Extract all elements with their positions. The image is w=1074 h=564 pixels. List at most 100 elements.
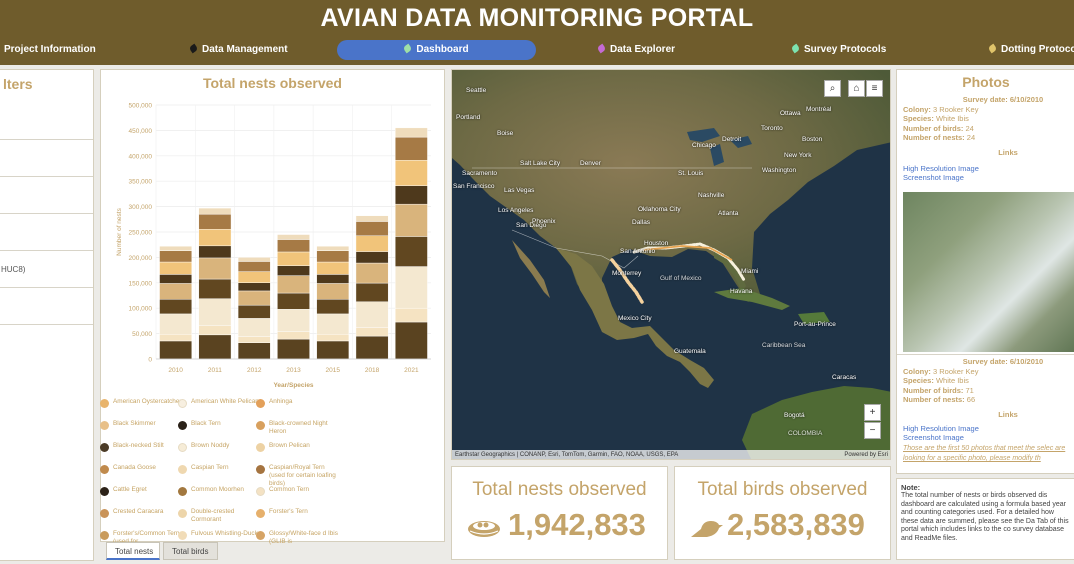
map-label: Oklahoma City xyxy=(638,206,681,213)
powered-by-esri[interactable]: Powered by Esri xyxy=(844,452,888,458)
screenshot-link[interactable]: Screenshot Image xyxy=(903,173,964,182)
bar-segment xyxy=(355,262,389,284)
zoom-in-button[interactable]: + xyxy=(864,404,881,421)
bar-segment xyxy=(316,299,350,315)
legend-swatch xyxy=(100,487,109,496)
high-res-link[interactable]: High Resolution Image xyxy=(903,164,979,173)
bar-segment xyxy=(355,301,389,328)
nav-data-management[interactable]: Data Management xyxy=(188,40,310,60)
map-panel[interactable]: Seattle Portland Boise Sacramento San Fr… xyxy=(451,69,891,460)
nests-value: 24 xyxy=(966,133,976,142)
note-panel: Note: The total number of nests or birds… xyxy=(896,478,1074,560)
nav-data-explorer[interactable]: Data Explorer xyxy=(596,40,708,60)
filter-row[interactable]: HUC8) xyxy=(0,251,93,288)
bar-segment xyxy=(198,213,232,230)
home-icon[interactable]: ⌂ xyxy=(848,80,865,97)
map-label: Nashville xyxy=(698,192,725,199)
map-canvas[interactable] xyxy=(452,70,891,460)
photos-panel: Photos Survey date: 6/10/2010 Colony: 3 … xyxy=(896,69,1074,474)
species-value: White Ibis xyxy=(935,376,969,385)
nav-survey-protocols[interactable]: Survey Protocols xyxy=(790,40,902,60)
kpi-nests-value: 1,942,833 xyxy=(508,507,646,542)
map-label: Portland xyxy=(456,114,481,121)
map-label: Port-au-Prince xyxy=(794,321,836,328)
stacked-bar-chart: 0 50,000 100,000 150,000 200,000 250,000 300,0… xyxy=(116,103,431,389)
note-title: Note: xyxy=(901,483,921,492)
filter-row[interactable] xyxy=(0,214,93,251)
nav-dotting-protocol[interactable]: Dotting Protocol xyxy=(987,40,1074,60)
legend-swatch xyxy=(178,399,187,408)
colony-value: 3 Rooker Key xyxy=(933,104,979,114)
bar-segment xyxy=(237,261,271,272)
y-tick-label: 500,000 xyxy=(129,103,153,110)
links-heading: Links xyxy=(998,147,1018,157)
y-axis-label: Number of nests xyxy=(116,207,123,255)
bar-segment xyxy=(159,250,192,263)
filter-row[interactable] xyxy=(0,102,93,140)
high-res-link[interactable]: High Resolution Image xyxy=(903,424,979,433)
y-tick-label: 50,000 xyxy=(132,331,152,338)
bar-segment xyxy=(237,342,271,360)
filter-row[interactable] xyxy=(0,140,93,177)
filters-panel: lters HUC8) xyxy=(0,69,94,561)
bar-segment xyxy=(395,321,428,360)
kpi-nests-title: Total nests observed xyxy=(472,479,647,500)
species-label: Species: xyxy=(903,114,934,123)
x-tick-label: 2015 xyxy=(326,367,341,374)
main-nav: Project Information Data Management Dash… xyxy=(0,40,1074,60)
bar-segment xyxy=(198,229,232,247)
survey-photo[interactable] xyxy=(903,192,1074,352)
legend-label: Common Moorhen xyxy=(191,486,244,493)
legend-swatch xyxy=(100,443,109,452)
zoom-out-button[interactable]: − xyxy=(864,422,881,439)
map-label: Caribbean Sea xyxy=(762,342,806,349)
feather-icon xyxy=(596,43,607,54)
species-label: Species: xyxy=(903,376,934,385)
search-icon[interactable]: ⌕ xyxy=(824,80,841,97)
bar-segment xyxy=(395,236,428,267)
legend-swatch xyxy=(178,531,187,540)
filter-row[interactable] xyxy=(0,288,93,325)
bar-segment xyxy=(316,340,350,360)
bar-segment xyxy=(316,333,350,342)
layers-icon[interactable]: ≡ xyxy=(866,80,883,97)
nav-dashboard[interactable]: Dashboard xyxy=(337,40,536,60)
nav-project-information[interactable]: Project Information xyxy=(4,40,124,60)
map-label: Miami xyxy=(741,268,759,275)
bar-segment xyxy=(316,261,350,275)
legend-label: Canada Goose xyxy=(113,464,156,471)
legend-label: Forster's Tern xyxy=(269,508,308,515)
screenshot-link[interactable]: Screenshot Image xyxy=(903,433,964,442)
map-label: St. Louis xyxy=(678,170,704,177)
bar-segment xyxy=(198,278,232,299)
bar-segment xyxy=(355,251,389,264)
bar-segment xyxy=(198,325,232,336)
legend-swatch xyxy=(256,399,265,408)
legend-swatch xyxy=(256,509,265,518)
legend-label: Forster's/Common Tern (used for xyxy=(113,530,180,545)
map-label: Boise xyxy=(497,130,514,137)
chart-title: Total nests observed xyxy=(202,75,342,91)
legend-label: Black-necked Stilt xyxy=(113,442,164,449)
chart-panel: Total nests observed 0 50,000 100,000 150,0… xyxy=(100,69,445,542)
bar-segment xyxy=(316,313,350,335)
bar-segment xyxy=(395,266,428,309)
tab-total-nests[interactable]: Total nests xyxy=(106,542,160,560)
nests-value: 66 xyxy=(966,395,976,404)
bar-segment xyxy=(198,207,232,215)
map-label: Guatemala xyxy=(674,348,706,355)
bar-segment xyxy=(355,282,389,302)
app-header: AVIAN DATA MONITORING PORTAL Project Inf… xyxy=(0,0,1074,65)
bar-segment xyxy=(277,275,310,294)
filter-row[interactable] xyxy=(0,177,93,214)
tab-total-birds[interactable]: Total birds xyxy=(163,542,218,560)
kpi-birds-title: Total birds observed xyxy=(697,479,868,500)
feather-icon xyxy=(987,43,998,54)
map-label: Gulf of Mexico xyxy=(660,275,702,282)
colony-label: Colony: xyxy=(903,104,931,114)
nests-label: Number of nests: xyxy=(903,395,965,404)
feather-icon xyxy=(403,43,413,54)
x-tick-label: 2010 xyxy=(168,367,183,374)
birds-value: 24 xyxy=(965,123,974,133)
photo-entry: Survey date: 6/10/2010 Colony: 3 Rooker … xyxy=(903,95,1074,182)
